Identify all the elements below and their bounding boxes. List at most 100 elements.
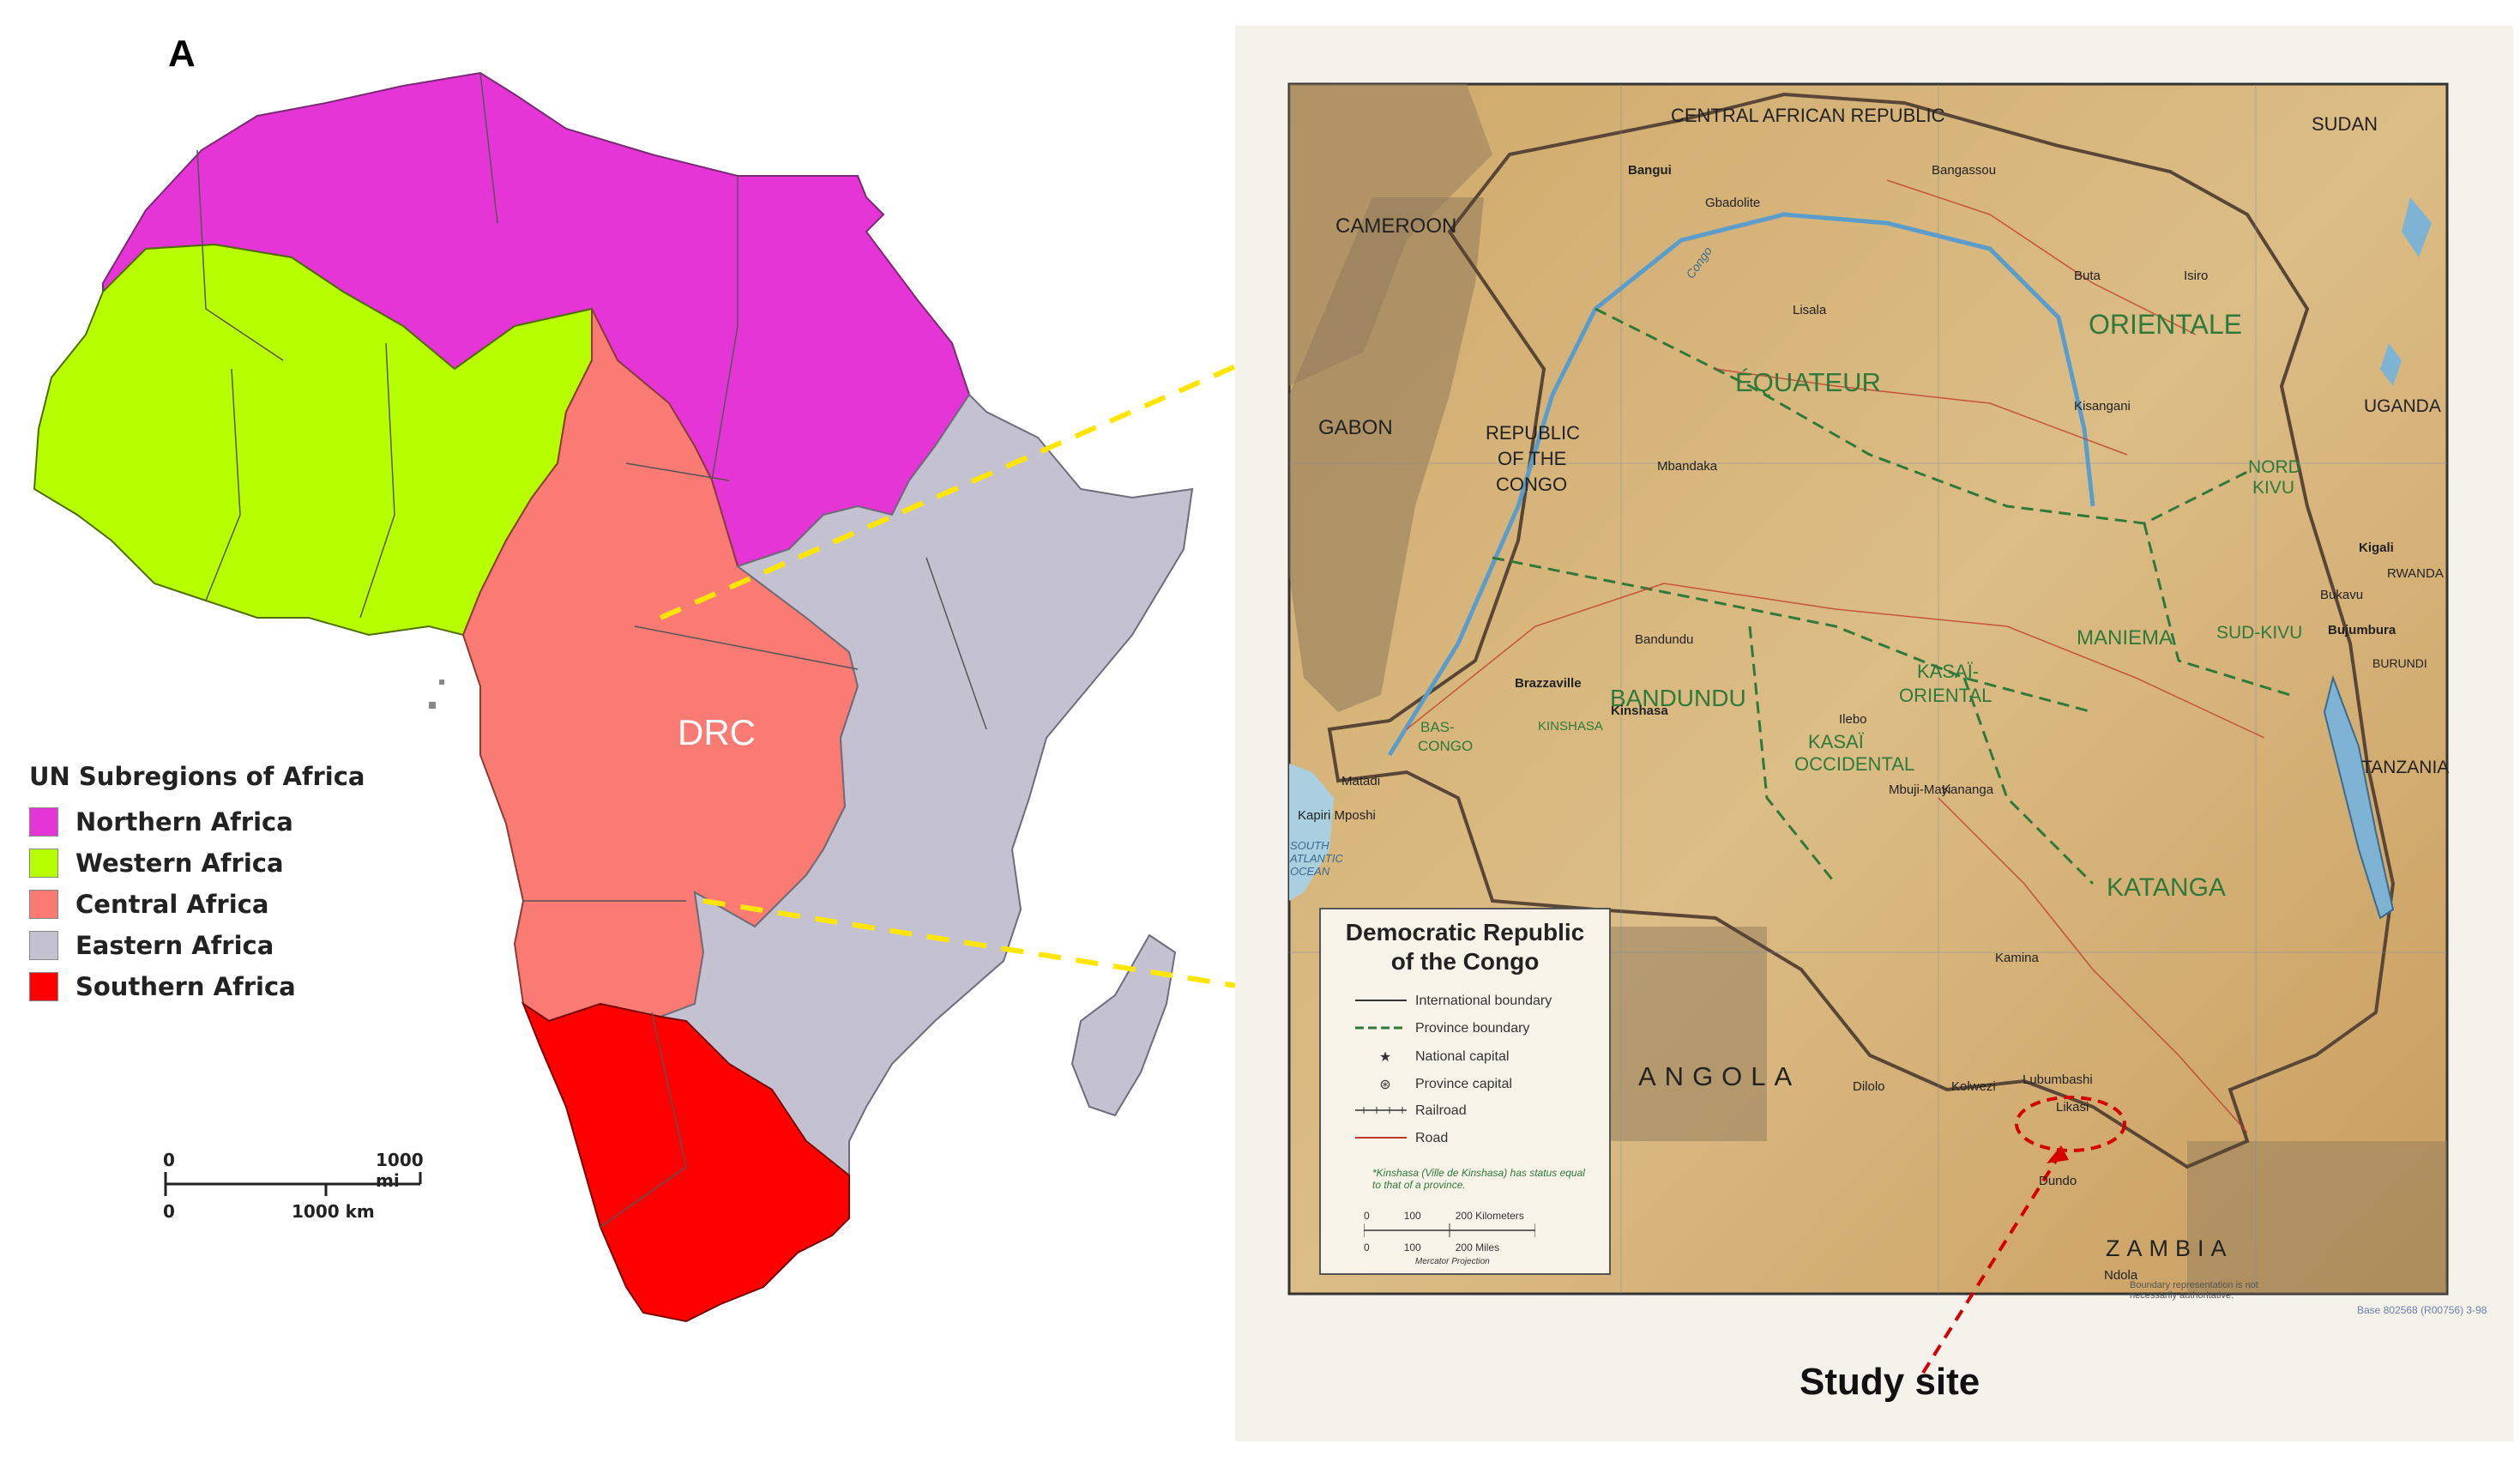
- star-icon: ★: [1378, 1050, 1392, 1065]
- scale-mi-zero: 0: [163, 1150, 175, 1170]
- international-boundary-symbol: [1355, 994, 1415, 1009]
- province-label: CONGO: [1418, 738, 1474, 754]
- panel-label-a: A: [168, 33, 196, 75]
- neighbor-republic-congo: [1289, 197, 1484, 712]
- region-madagascar: [1070, 933, 1177, 1117]
- province-label: KATANGA: [2107, 873, 2226, 902]
- road-symbol: [1355, 1131, 1415, 1146]
- city-label: Lisala: [1793, 303, 1827, 317]
- legend-row: Province boundary: [1355, 1021, 1529, 1036]
- drc-label: DRC: [678, 712, 756, 752]
- city-label: Matadi: [1341, 774, 1381, 788]
- country-label: CONGO: [1496, 474, 1568, 495]
- legend-row: International boundary: [1355, 994, 1552, 1009]
- ocean-label-line: OCEAN: [1290, 865, 1330, 878]
- legend-row-label: Province capital: [1415, 1077, 1512, 1091]
- province-label: KINSHASA: [1538, 719, 1603, 734]
- province-label: MANIEMA: [2077, 626, 2173, 649]
- country-label: OF THE: [1498, 448, 1567, 469]
- city-label: Kapiri Mposhi: [1298, 808, 1376, 823]
- legend-row-label: Railroad: [1415, 1103, 1467, 1118]
- subregion-legend: UN Subregions of Africa Northern Africa …: [29, 762, 365, 1007]
- city-label: Kigali: [2359, 541, 2394, 555]
- legend-row: Railroad: [1355, 1103, 1467, 1119]
- legend-swatch-northern: [29, 807, 58, 837]
- city-label: Bandundu: [1635, 632, 1694, 647]
- connector-line-bottom: [702, 898, 1235, 988]
- legend-row-label: International boundary: [1415, 994, 1552, 1008]
- city-label: Dilolo: [1853, 1079, 1885, 1094]
- ocean-label: SOUTH ATLANTIC OCEAN: [1290, 839, 1343, 878]
- city-label: Bangassou: [1932, 163, 1997, 178]
- legend-item: Southern Africa: [29, 966, 365, 1007]
- country-label: BURUNDI: [2372, 656, 2427, 670]
- province-capital-icon: ⊛: [1379, 1078, 1391, 1092]
- legend-scale: 0 100 200 Kilometers 0 100 200 Miles Mer…: [1363, 1210, 1587, 1266]
- legend-label: Eastern Africa: [75, 931, 274, 960]
- city-label: Mbandaka: [1657, 459, 1718, 474]
- city-label: Ilebo: [1839, 712, 1867, 727]
- ocean: [1289, 764, 1334, 901]
- province-label: BAS-: [1420, 719, 1455, 735]
- legend-row-label: Province boundary: [1415, 1021, 1530, 1036]
- country-label: ANGOLA: [1638, 1061, 1801, 1091]
- country-label: RWANDA: [2387, 566, 2444, 581]
- boundary-note: Boundary representation is not necessari…: [2130, 1280, 2258, 1301]
- scale-bar: 0 1000 mi 0 1000 km: [163, 1150, 446, 1227]
- country-label: CENTRAL AFRICAN REPUBLIC: [1671, 105, 1945, 126]
- scale-tick: 200 Miles: [1455, 1241, 1500, 1254]
- legend-item: Eastern Africa: [29, 925, 365, 966]
- city-label: Kinshasa: [1611, 704, 1668, 718]
- province-label: NORD: [2248, 457, 2301, 477]
- province-label: BANDUNDU: [1610, 685, 1746, 711]
- legend-swatch-central: [29, 890, 58, 919]
- scale-km-label: 1000 km: [292, 1201, 375, 1222]
- legend-title: UN Subregions of Africa: [29, 762, 365, 791]
- legend-item: Western Africa: [29, 843, 365, 884]
- study-site-label: Study site: [1800, 1361, 1980, 1403]
- ocean-label-line: SOUTH: [1290, 839, 1329, 852]
- congo-river: [1387, 212, 2095, 757]
- legend-item: Northern Africa: [29, 801, 365, 843]
- country-label: REPUBLIC: [1486, 422, 1581, 444]
- region-southern-africa: [521, 1001, 850, 1323]
- province-label: OCCIDENTAL: [1794, 753, 1915, 775]
- province-boundaries: [1492, 307, 2291, 885]
- roads: [1406, 179, 2265, 1133]
- drc-boundary: [1327, 92, 2396, 1169]
- region-eastern-africa: [657, 393, 1194, 1178]
- city-label: Lubumbashi: [2023, 1072, 2093, 1087]
- city-label: Bujumbura: [2328, 623, 2396, 637]
- city-label: Kananga: [1942, 782, 1994, 797]
- city-label: Kamina: [1995, 951, 2039, 965]
- legend-label: Northern Africa: [75, 807, 293, 837]
- study-site-circle: [2015, 1096, 2126, 1152]
- scale-tick: 100: [1403, 1241, 1421, 1254]
- scale-km-zero: 0: [163, 1201, 175, 1222]
- africa-map: [33, 71, 1235, 1323]
- scale-tick: 0: [1364, 1241, 1370, 1254]
- railroad-symbol: [1355, 1103, 1415, 1119]
- legend-label: Southern Africa: [75, 972, 296, 1001]
- scale-mi-label: 1000 mi: [376, 1150, 424, 1191]
- legend-row-label: National capital: [1415, 1049, 1510, 1064]
- island-marker: [429, 702, 436, 709]
- scale-bar-lines: [164, 1172, 422, 1196]
- legend-swatch-eastern: [29, 931, 58, 960]
- city-label: Dundo: [2039, 1174, 2077, 1188]
- lake-tanganyika: [2323, 674, 2395, 920]
- city-label: Bukavu: [2320, 588, 2364, 602]
- province-label: KASAÏ: [1808, 731, 1864, 752]
- lake-edward: [2380, 343, 2402, 386]
- base-note: Base 802568 (R00756) 3-98: [2357, 1304, 2487, 1316]
- legend-row: Road: [1355, 1131, 1448, 1146]
- connector-line-top: [659, 363, 1235, 620]
- city-label: Likasi: [2056, 1100, 2089, 1115]
- ocean-label-line: ATLANTIC: [1290, 852, 1343, 865]
- legend-title-line: of the Congo: [1390, 948, 1540, 975]
- scale-km-row: 0 100 200 Kilometers: [1364, 1210, 1587, 1222]
- city-label: Kisangani: [2074, 399, 2131, 414]
- city-label: Gbadolite: [1705, 196, 1761, 210]
- country-borders: [196, 72, 987, 1228]
- legend-swatch-western: [29, 849, 58, 878]
